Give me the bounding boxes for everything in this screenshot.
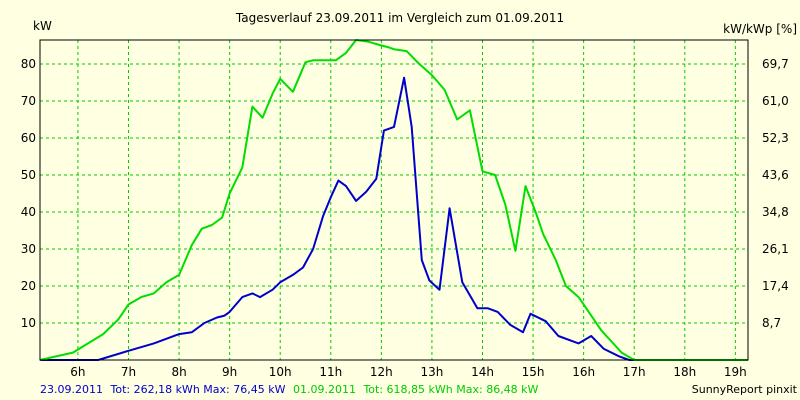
x-tick-label: 19h bbox=[724, 365, 747, 379]
footer-credit: SunnyReport pinxit bbox=[692, 383, 798, 396]
y-right-tick-label: 17,4 bbox=[762, 279, 789, 293]
y-right-tick-label: 52,3 bbox=[762, 131, 789, 145]
y-left-tick-label: 80 bbox=[21, 57, 36, 71]
x-tick-label: 10h bbox=[269, 365, 292, 379]
left-axis-unit: kW bbox=[33, 19, 52, 33]
series-line-2 bbox=[39, 39, 748, 361]
chart-title: Tagesverlauf 23.09.2011 im Vergleich zum… bbox=[235, 11, 564, 25]
y-left-tick-label: 30 bbox=[21, 242, 36, 256]
x-tick-labels: 6h 7h 8h 9h 10h 11h 12h 13h 14h 15h 16h 17h 18h 19h bbox=[70, 365, 746, 379]
y-left-tick-label: 50 bbox=[21, 168, 36, 182]
series-line-1 bbox=[40, 76, 713, 361]
y-right-tick-label: 69,7 bbox=[762, 57, 789, 71]
x-tick-label: 14h bbox=[471, 365, 494, 379]
footer-series1-label: 23.09.2011 bbox=[40, 383, 103, 396]
x-tick-label: 11h bbox=[319, 365, 342, 379]
series-layer bbox=[39, 39, 748, 361]
x-tick-label: 18h bbox=[673, 365, 696, 379]
right-axis-unit: kW/kWp [%] bbox=[723, 22, 797, 36]
y-left-tick-label: 10 bbox=[21, 316, 36, 330]
x-tick-label: 13h bbox=[420, 365, 443, 379]
y-right-tick-label: 34,8 bbox=[762, 205, 789, 219]
footer-series1-stats: Tot: 262,18 kWh Max: 76,45 kW bbox=[109, 383, 285, 396]
footer-series2-label: 01.09.2011 bbox=[293, 383, 356, 396]
grid bbox=[40, 40, 748, 360]
x-tick-label: 15h bbox=[522, 365, 545, 379]
x-tick-label: 7h bbox=[121, 365, 136, 379]
footer-summary: 23.09.2011 Tot: 262,18 kWh Max: 76,45 kW… bbox=[40, 383, 539, 396]
y-left-tick-labels: 10 20 30 40 50 60 70 80 bbox=[21, 57, 36, 330]
x-tick-label: 6h bbox=[70, 365, 85, 379]
y-left-tick-label: 40 bbox=[21, 205, 36, 219]
y-right-tick-label: 43,6 bbox=[762, 168, 789, 182]
y-left-tick-label: 20 bbox=[21, 279, 36, 293]
x-tick-label: 9h bbox=[222, 365, 237, 379]
y-right-tick-labels: 8,7 17,4 26,1 34,8 43,6 52,3 61,0 69,7 bbox=[762, 57, 789, 330]
y-right-tick-label: 8,7 bbox=[762, 316, 781, 330]
x-tick-label: 8h bbox=[171, 365, 186, 379]
footer-series2-stats: Tot: 618,85 kWh Max: 86,48 kW bbox=[362, 383, 538, 396]
plot-frame bbox=[39, 39, 749, 361]
y-left-tick-label: 70 bbox=[21, 94, 36, 108]
y-right-tick-label: 26,1 bbox=[762, 242, 789, 256]
y-left-tick-label: 60 bbox=[21, 131, 36, 145]
y-right-tick-label: 61,0 bbox=[762, 94, 789, 108]
x-tick-label: 12h bbox=[370, 365, 393, 379]
x-tick-label: 17h bbox=[623, 365, 646, 379]
x-tick-label: 16h bbox=[572, 365, 595, 379]
